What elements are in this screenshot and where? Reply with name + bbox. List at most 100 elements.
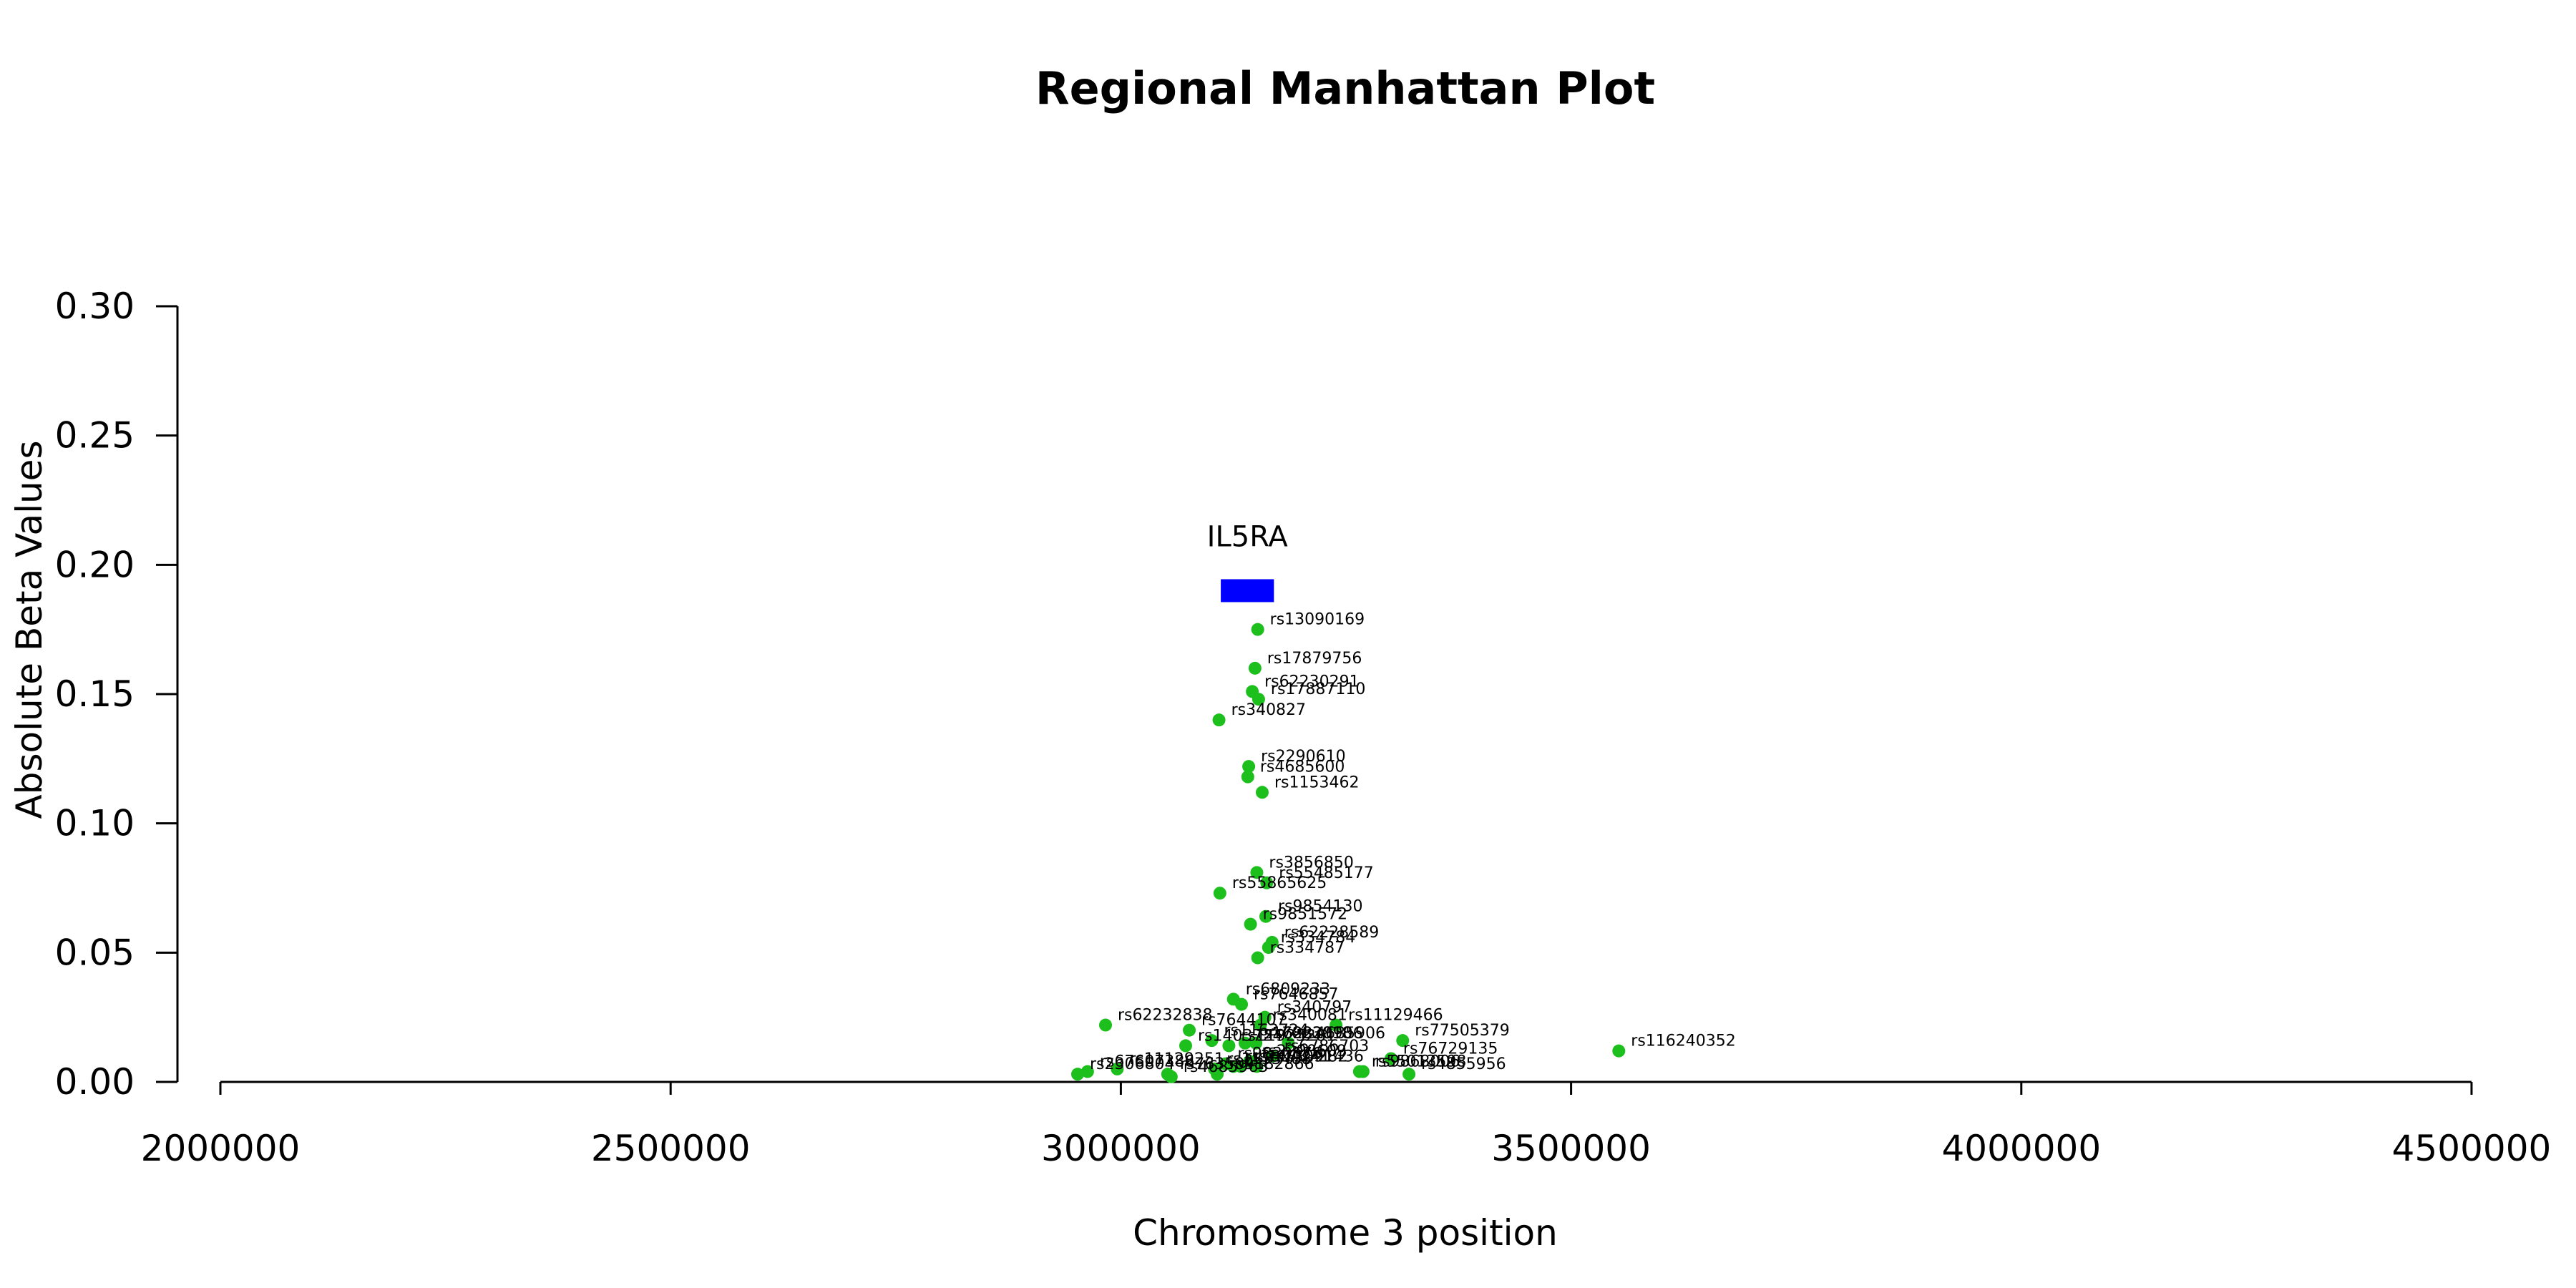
snp-labels: rs13090169 rs17879756 rs62230291rs17887110… xyxy=(1090,611,1736,1076)
snp-point xyxy=(1080,1065,1094,1078)
gene-track: IL5RA xyxy=(1207,520,1288,602)
snp-point xyxy=(1212,713,1226,727)
snp-point xyxy=(1241,770,1254,784)
snp-label: rs55485177 xyxy=(1279,864,1373,882)
snp-label: rs2306804 xyxy=(1090,1055,1175,1073)
snp-label: rs1153462 xyxy=(1274,774,1360,791)
snp-point xyxy=(1356,1065,1370,1078)
snp-point xyxy=(1384,1052,1397,1065)
snp-label: rs9868006 xyxy=(1375,1053,1460,1071)
snp-point xyxy=(1254,1018,1267,1032)
snp-label: rs4685600 xyxy=(1260,758,1345,776)
snp-point xyxy=(1396,1034,1410,1048)
y-tick-label: 0.25 xyxy=(55,415,135,457)
snp-label: rs9882866 xyxy=(1229,1055,1314,1073)
snp-label: rs2290610 xyxy=(1261,748,1346,766)
snp-label: rs116240352 xyxy=(1631,1033,1735,1050)
snp-label: rs77505379 xyxy=(1415,1022,1509,1040)
snp-point xyxy=(1259,909,1273,923)
snp-point xyxy=(1330,1018,1343,1032)
snp-label: rs1153488 xyxy=(1226,1050,1312,1068)
snp-label: rs17887110 xyxy=(1271,680,1365,698)
snp-label: rs13091436 xyxy=(1269,1048,1363,1065)
snp-label: rs9851572 xyxy=(1263,906,1348,924)
snp-point xyxy=(1235,997,1249,1011)
snp-label: rs3804241 xyxy=(1246,1048,1331,1065)
snp-point xyxy=(1164,1070,1178,1083)
snp-point xyxy=(1205,1034,1219,1048)
snp-label: rs11129466 xyxy=(1348,1007,1443,1025)
snp-point xyxy=(1213,887,1226,900)
snp-point xyxy=(1183,1023,1196,1037)
snp-label: rs9830676 xyxy=(1237,1045,1322,1063)
y-tick-label: 0.10 xyxy=(55,803,135,844)
snp-label: rs1163724 xyxy=(1224,1022,1309,1040)
snp-label: rs3856850 xyxy=(1269,854,1354,872)
snp-label: rs55865625 xyxy=(1232,874,1327,892)
snp-point xyxy=(1262,941,1275,955)
snp-label: rs340797 xyxy=(1277,999,1352,1017)
snp-point xyxy=(1251,951,1264,965)
y-tick-label: 0.15 xyxy=(55,673,135,715)
x-axis: 2000000 2500000 3000000 3500000 4000000 45000… xyxy=(141,1080,2552,1169)
y-axis-label: Absolute Beta Values xyxy=(9,441,50,819)
snp-points xyxy=(1070,623,1626,1083)
snp-label: rs340081 xyxy=(1272,1007,1347,1025)
snp-point xyxy=(1226,1060,1240,1073)
snp-label: rs334787 xyxy=(1270,940,1345,957)
snp-point xyxy=(1250,866,1264,879)
snp-label: rs67607386 xyxy=(1100,1053,1194,1071)
snp-point xyxy=(1239,1036,1252,1050)
y-tick-label: 0.30 xyxy=(55,286,135,327)
snp-point xyxy=(1260,876,1274,889)
snp-point xyxy=(1282,1036,1295,1050)
snp-point xyxy=(1222,1039,1236,1053)
snp-label: rs62228589 xyxy=(1284,924,1379,942)
snp-point xyxy=(1252,693,1265,706)
snp-label: rs17879756 xyxy=(1267,650,1362,668)
snp-label: rs340827 xyxy=(1231,701,1307,719)
snp-point xyxy=(1248,661,1262,675)
y-tick-label: 0.05 xyxy=(55,932,135,973)
x-tick-label: 3000000 xyxy=(1041,1128,1201,1169)
snp-point xyxy=(1249,1036,1263,1050)
snp-label: rs62228906 xyxy=(1268,1025,1362,1043)
snp-label: rs1403724 xyxy=(1198,1027,1283,1045)
y-tick-label: 0.20 xyxy=(55,544,135,585)
snp-label: rs17883018 xyxy=(1257,1025,1352,1043)
snp-point xyxy=(1211,1068,1224,1081)
snp-point xyxy=(1070,1068,1084,1081)
x-tick-label: 3500000 xyxy=(1491,1128,1651,1169)
snp-point xyxy=(1402,1068,1416,1081)
snp-label: rs9854130 xyxy=(1278,898,1363,916)
snp-label: rs62230291 xyxy=(1264,673,1359,691)
snp-label: rs6786703 xyxy=(1284,1038,1370,1055)
snp-label: rs4685963 xyxy=(1184,1058,1269,1076)
snp-point xyxy=(1111,1062,1124,1075)
snp-label: rs55013598 xyxy=(1372,1053,1466,1071)
snp-label: rs334784 xyxy=(1281,929,1356,947)
snp-label: rs4855956 xyxy=(1421,1055,1506,1073)
snp-point xyxy=(1244,917,1257,931)
snp-label: rs13090169 xyxy=(1270,611,1365,629)
snp-point xyxy=(1265,1049,1279,1063)
snp-label: rs2290609 xyxy=(1262,1043,1347,1060)
snp-point xyxy=(1099,1018,1113,1032)
snp-label: rs11925281 xyxy=(1241,1027,1335,1045)
snp-point xyxy=(1251,623,1264,636)
snp-label: rs76729135 xyxy=(1403,1040,1498,1058)
snp-point xyxy=(1255,786,1269,799)
chart-title: Regional Manhattan Plot xyxy=(1035,62,1655,114)
gene-block xyxy=(1221,579,1274,602)
x-tick-label: 4500000 xyxy=(2392,1128,2552,1169)
snp-label: rs11707282 xyxy=(1253,1048,1347,1065)
snp-label: rs62232838 xyxy=(1118,1007,1212,1025)
y-tick-label: 0.00 xyxy=(55,1061,135,1103)
snp-point xyxy=(1612,1044,1626,1058)
snp-label: rs7646857 xyxy=(1254,986,1339,1004)
snp-label: rs7644107 xyxy=(1201,1012,1287,1030)
snp-point xyxy=(1250,1060,1264,1073)
snp-point xyxy=(1179,1039,1193,1053)
y-axis: 0.00 0.05 0.10 0.15 0.20 0.25 0.30 xyxy=(55,286,179,1103)
